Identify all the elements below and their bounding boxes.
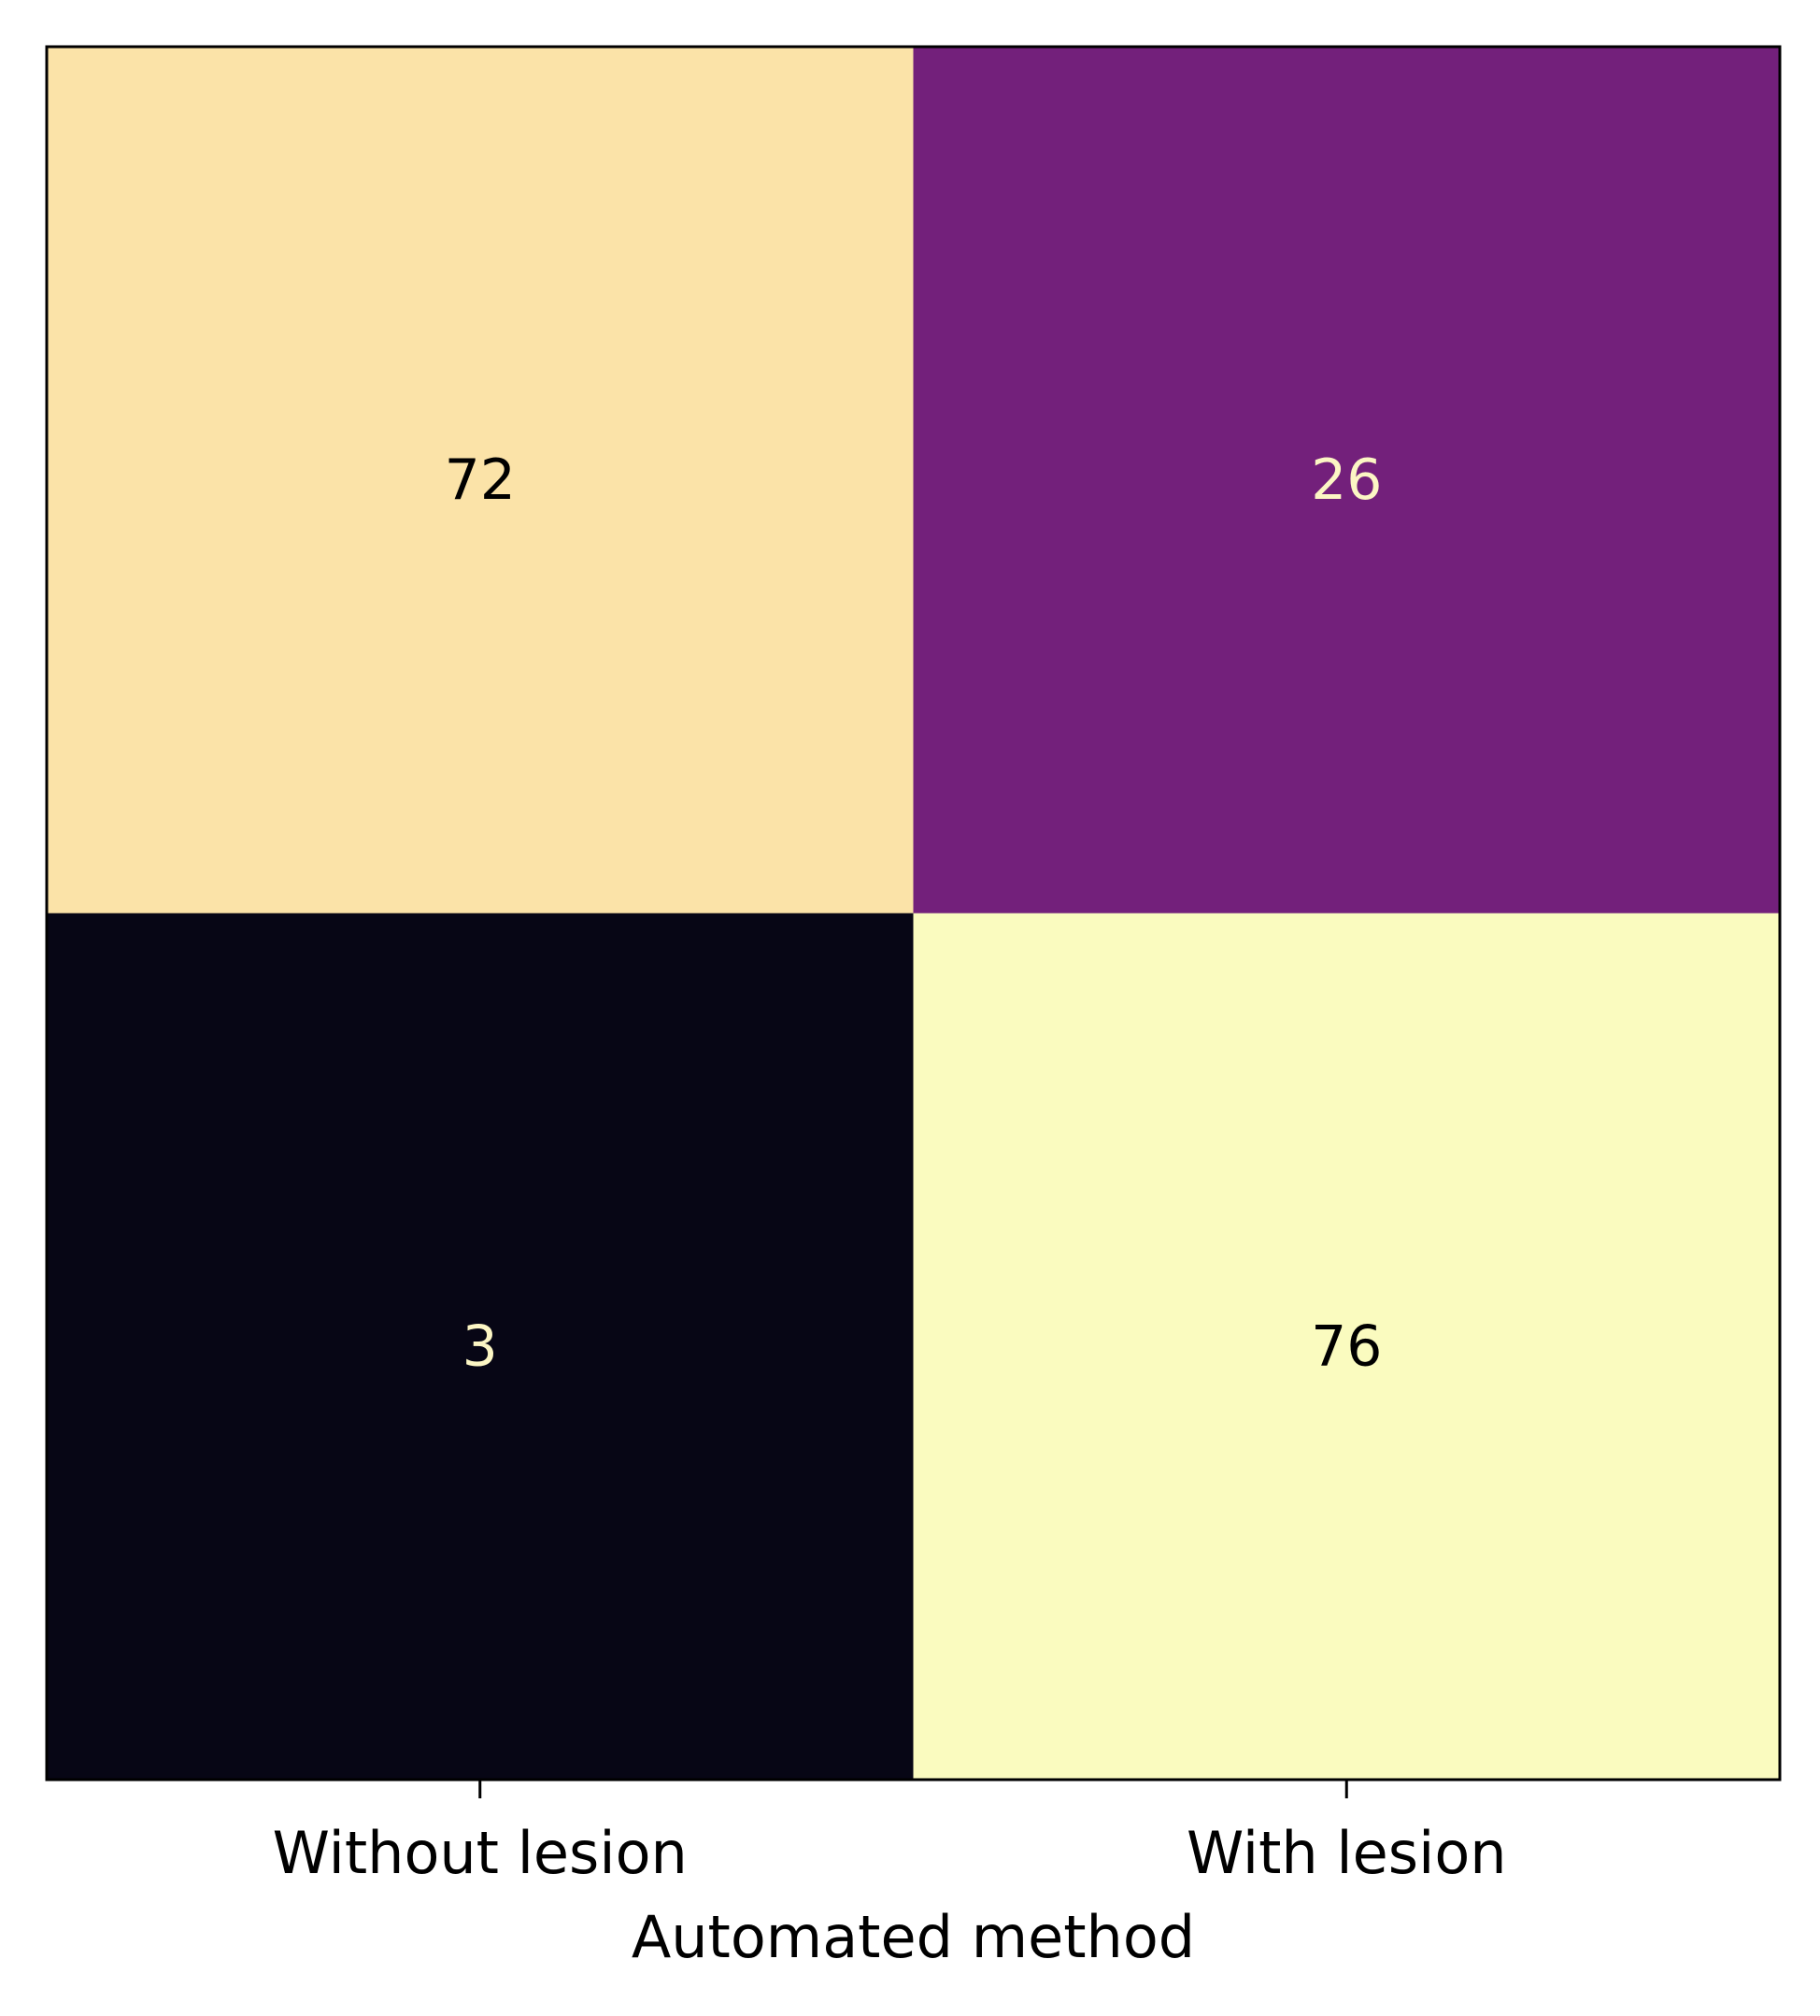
x-axis-label: Automated method [632, 1903, 1195, 1971]
x-tick-label-0: Without lesion [273, 1819, 688, 1887]
heatmap-cells [47, 47, 1781, 1781]
heatmap-cell-r1-c1 [913, 913, 1781, 1781]
x-axis-ticks: Without lesion With lesion [273, 1780, 1507, 1887]
heatmap-cell-r0-c1 [913, 47, 1781, 914]
heatmap-value-labels: 72 26 3 76 [445, 447, 1383, 1380]
x-tick-label-1: With lesion [1187, 1819, 1507, 1887]
heatmap-cell-r0-c0 [47, 47, 914, 914]
heatmap-cell-r1-c0 [47, 913, 914, 1781]
heatmap-value-label-r1-c1: 76 [1311, 1313, 1382, 1379]
heatmap-value-label-r0-c1: 26 [1311, 447, 1382, 513]
plot-frame [45, 45, 1782, 1782]
heatmap-value-label-r0-c0: 72 [445, 447, 516, 513]
heatmap-value-label-r1-c0: 3 [462, 1313, 498, 1379]
